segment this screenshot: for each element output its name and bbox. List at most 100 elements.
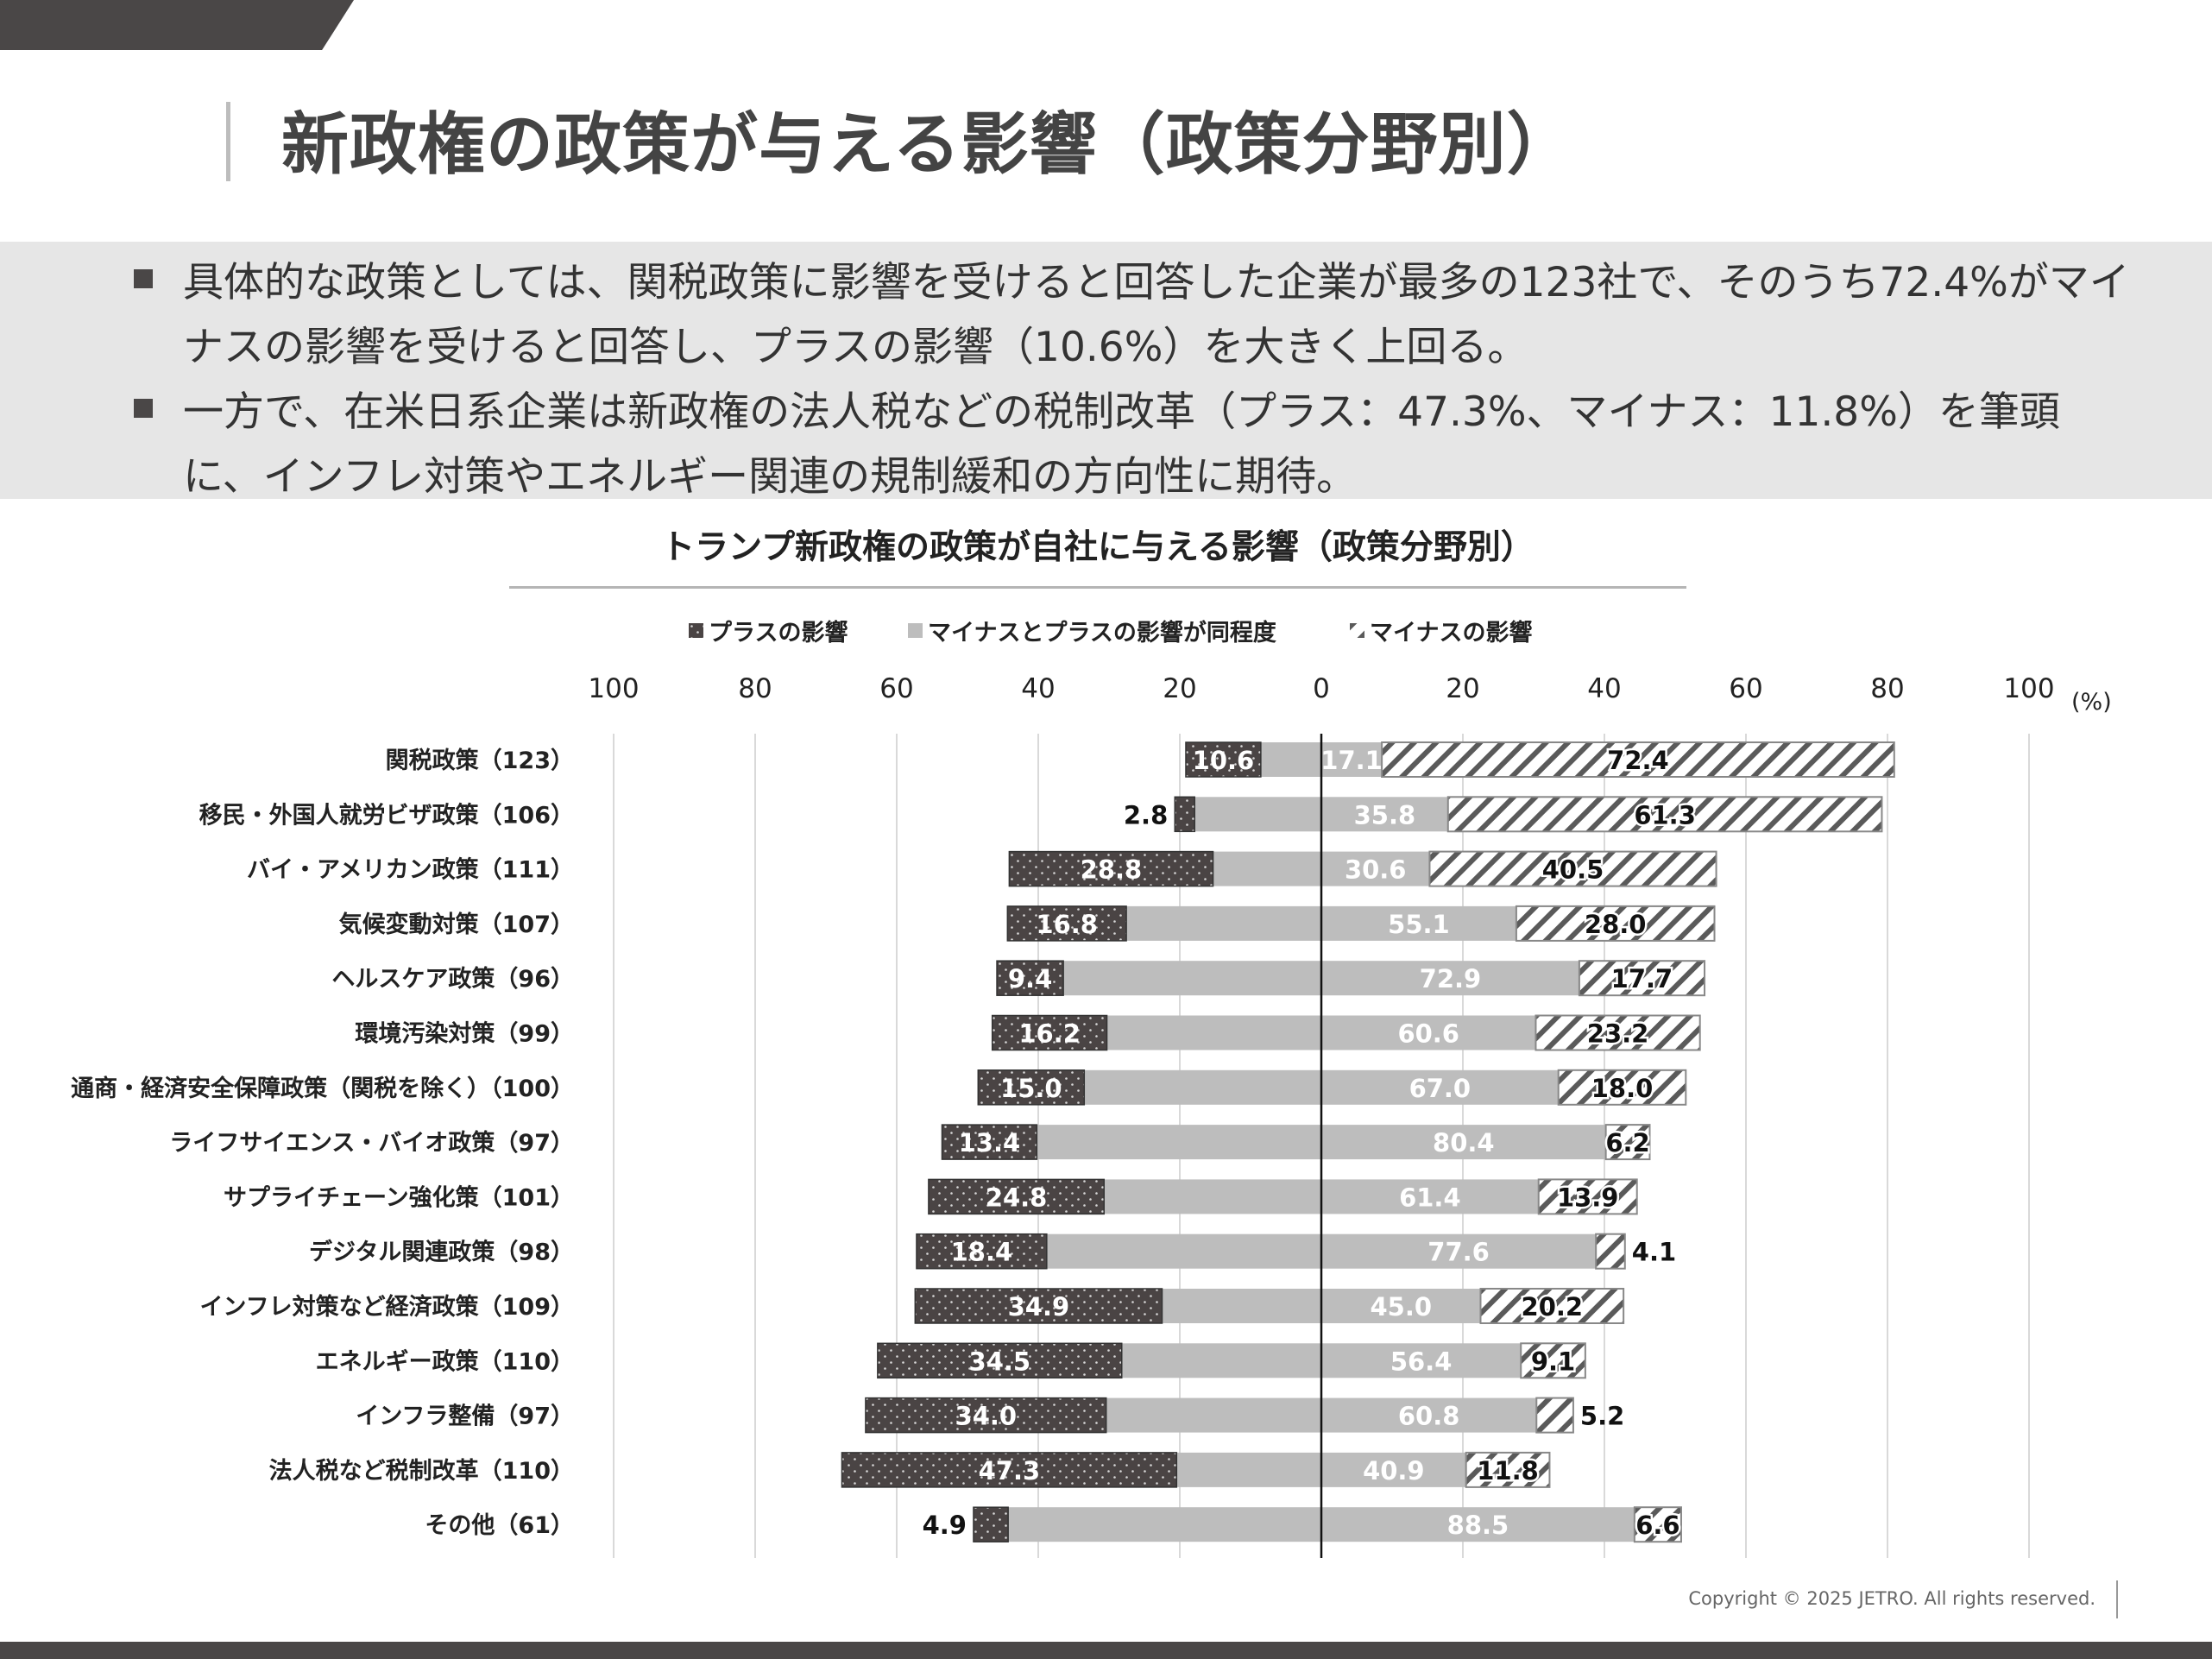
bar-plus bbox=[877, 1342, 1123, 1379]
category-labels: 関税政策（123） 移民・外国人就労ビザ政策（106） バイ・アメリカン政策（111… bbox=[71, 747, 574, 1539]
data-label-same: 45.0 bbox=[1370, 1292, 1432, 1322]
category-label: サプライチェーン強化策（101） bbox=[224, 1183, 574, 1211]
bar-plus bbox=[977, 1069, 1086, 1106]
category-label: 環境汚染対策（99） bbox=[355, 1020, 574, 1048]
data-label-plus: 34.9 bbox=[1008, 1292, 1070, 1322]
category-label: バイ・アメリカン政策（111） bbox=[247, 856, 574, 884]
bar-minus bbox=[1535, 1397, 1574, 1434]
data-label-same: 80.4 bbox=[1433, 1128, 1495, 1158]
bar-plus bbox=[996, 960, 1064, 996]
bar-minus bbox=[1520, 1342, 1586, 1379]
bar-minus bbox=[1595, 1233, 1626, 1270]
tick-label: 60 bbox=[879, 673, 913, 704]
summary-text: 具体的な政策としては、関税政策に影響を受けると回答した企業が最多の123社で、そ… bbox=[183, 259, 2130, 371]
tick-label: 40 bbox=[1021, 673, 1055, 704]
bar-plus bbox=[1006, 905, 1127, 942]
data-label-same: 72.9 bbox=[1420, 964, 1482, 994]
data-label-plus: 15.0 bbox=[1000, 1074, 1062, 1103]
data-label-minus: 4.1 bbox=[1632, 1238, 1676, 1267]
chart-legend: プラスの影響 マイナスとプラスの影響が同程度 マイナスの影響 bbox=[0, 613, 2212, 647]
bar-minus bbox=[1515, 905, 1716, 942]
chart-title: トランプ新政権の政策が自社に与える影響（政策分野別） bbox=[661, 528, 1535, 567]
data-label-plus: 10.6 bbox=[1193, 746, 1255, 775]
tick-label: 60 bbox=[1729, 673, 1762, 704]
data-label-same: 60.8 bbox=[1398, 1402, 1460, 1431]
data-label-plus: 18.4 bbox=[951, 1238, 1013, 1267]
data-label-minus: 6.6 bbox=[1635, 1511, 1679, 1540]
category-label: 関税政策（123） bbox=[386, 747, 574, 774]
bar-minus bbox=[1537, 1178, 1638, 1215]
category-label: その他（61） bbox=[425, 1512, 574, 1539]
data-labels: 17.1 10.6 72.4 35.8 2.8 61.3 30.6 28.8 40.5 55.1 1… bbox=[923, 744, 1698, 1542]
bar-plus bbox=[991, 1014, 1108, 1051]
data-label-same: 17.1 bbox=[1320, 746, 1383, 775]
footer-rule bbox=[2116, 1580, 2118, 1618]
category-label: 法人税など税制改革（110） bbox=[269, 1458, 574, 1485]
bar-plus bbox=[865, 1397, 1107, 1434]
data-label-plus: 16.8 bbox=[1036, 910, 1098, 939]
bar-plus bbox=[841, 1452, 1178, 1488]
copyright-text: Copyright © 2025 JETRO. All rights reser… bbox=[1688, 1588, 2095, 1609]
data-label-plus: 9.4 bbox=[1008, 964, 1052, 994]
data-label-plus: 47.3 bbox=[979, 1456, 1041, 1486]
data-label-minus: 61.3 bbox=[1634, 800, 1696, 830]
legend-swatch-same bbox=[908, 622, 923, 638]
data-label-minus: 17.7 bbox=[1611, 964, 1673, 994]
data-label-plus: 2.8 bbox=[1124, 800, 1168, 830]
data-label-minus: 9.1 bbox=[1531, 1347, 1575, 1376]
corner-decoration bbox=[0, 0, 354, 50]
tick-label: 80 bbox=[738, 673, 772, 704]
data-label-same: 56.4 bbox=[1390, 1347, 1453, 1376]
bottom-bar bbox=[0, 1642, 2212, 1659]
category-label: ヘルスケア政策（96） bbox=[331, 965, 574, 993]
data-label-minus: 72.4 bbox=[1607, 746, 1669, 775]
legend-label-same: マイナスとプラスの影響が同程度 bbox=[928, 619, 1276, 647]
legend-item-plus: プラスの影響 bbox=[689, 613, 848, 647]
bar-minus bbox=[1381, 741, 1895, 778]
bar-plus bbox=[1008, 850, 1214, 887]
legend-item-same: マイナスとプラスの影響が同程度 bbox=[908, 613, 1276, 647]
category-label: インフラ整備（97） bbox=[356, 1403, 574, 1430]
bar-plus bbox=[1174, 796, 1195, 833]
bar-minus bbox=[1479, 1288, 1625, 1324]
data-label-plus: 16.2 bbox=[1018, 1019, 1081, 1049]
bar-minus bbox=[1446, 796, 1883, 833]
bar-minus bbox=[1604, 1124, 1651, 1161]
data-label-same: 67.0 bbox=[1409, 1074, 1472, 1103]
data-label-minus: 13.9 bbox=[1557, 1183, 1619, 1212]
title-rule bbox=[226, 102, 230, 181]
data-label-plus: 4.9 bbox=[923, 1511, 967, 1540]
category-label: デジタル関連政策（98） bbox=[309, 1239, 574, 1266]
bar-plus bbox=[973, 1506, 1009, 1542]
tick-label: 20 bbox=[1163, 673, 1196, 704]
category-label: 移民・外国人就労ビザ政策（106） bbox=[199, 801, 574, 829]
data-label-minus: 5.2 bbox=[1580, 1402, 1624, 1431]
data-label-minus: 11.8 bbox=[1477, 1456, 1539, 1486]
data-label-same: 35.8 bbox=[1354, 800, 1416, 830]
data-label-plus: 13.4 bbox=[959, 1128, 1021, 1158]
category-label: インフレ対策など経済政策（109） bbox=[199, 1293, 574, 1321]
bar-minus bbox=[1578, 960, 1706, 997]
square-bullet-icon bbox=[134, 269, 153, 288]
tick-label: 20 bbox=[1446, 673, 1479, 704]
bar-plus bbox=[916, 1233, 1048, 1270]
bar-plus bbox=[1185, 741, 1262, 778]
page-title: 新政権の政策が与える影響（政策分野別） bbox=[281, 106, 1575, 184]
chart-title-rule bbox=[509, 586, 1686, 589]
bars bbox=[841, 741, 1895, 1543]
summary-box: 具体的な政策としては、関税政策に影響を受けると回答した企業が最多の123社で、そ… bbox=[0, 242, 2212, 501]
data-label-plus: 34.5 bbox=[969, 1347, 1031, 1376]
data-label-plus: 34.0 bbox=[955, 1402, 1018, 1431]
bar-plus bbox=[941, 1124, 1038, 1160]
data-label-minus: 20.2 bbox=[1522, 1292, 1584, 1322]
bar-minus bbox=[1428, 850, 1717, 887]
data-label-same: 30.6 bbox=[1345, 855, 1407, 885]
bar-plus bbox=[928, 1178, 1106, 1215]
data-label-minus: 40.5 bbox=[1542, 855, 1604, 885]
axis-tick-labels: 100 80 60 40 20 0 20 40 60 80 100 bbox=[588, 673, 2054, 704]
data-label-minus: 23.2 bbox=[1587, 1019, 1649, 1049]
category-label: 通商・経済安全保障政策（関税を除く）（100） bbox=[71, 1075, 574, 1102]
legend-swatch-minus bbox=[1350, 622, 1364, 638]
category-label: 気候変動対策（107） bbox=[339, 911, 574, 938]
